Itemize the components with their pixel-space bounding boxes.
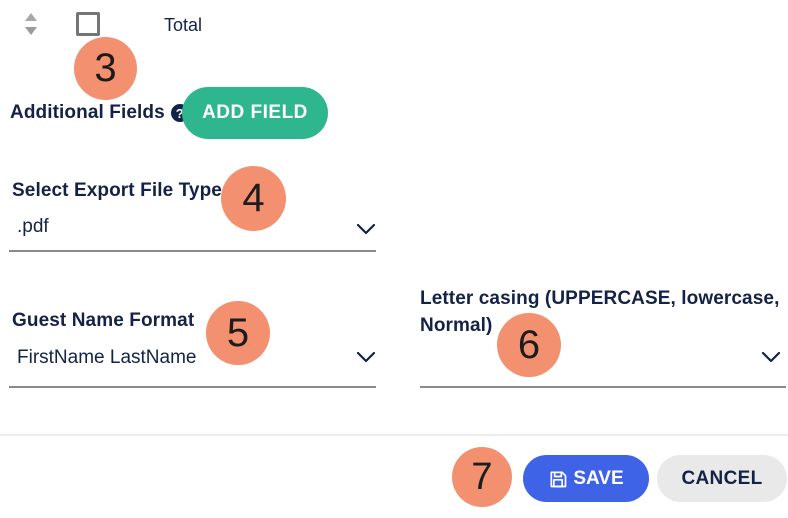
step-number: 7 (471, 455, 493, 498)
letter-casing-underline (420, 386, 786, 388)
step-badge-7: 7 (452, 447, 512, 507)
additional-fields-label: Additional Fields (10, 102, 165, 123)
guest-name-format-underline (9, 386, 376, 388)
chevron-down-icon[interactable] (760, 349, 782, 365)
step-badge-3: 3 (74, 37, 137, 100)
chevron-down-icon[interactable] (355, 221, 377, 237)
additional-fields-row: Additional Fields ? (10, 102, 189, 124)
step-number: 5 (226, 310, 250, 355)
step-badge-6: 6 (497, 313, 561, 377)
guest-name-format-label: Guest Name Format (12, 310, 195, 331)
floppy-disk-icon (548, 469, 568, 489)
step-badge-4: 4 (221, 166, 286, 231)
save-button[interactable]: SAVE (523, 455, 649, 502)
cancel-button[interactable]: CANCEL (657, 455, 787, 502)
guest-name-format-select[interactable]: FirstName LastName (17, 347, 197, 368)
total-column-label: Total (164, 15, 203, 35)
letter-casing-label: Letter casing (UPPERCASE, lowercase, Nor… (420, 288, 780, 336)
add-field-button[interactable]: ADD FIELD (182, 87, 328, 139)
step-number: 6 (517, 322, 541, 367)
footer-divider (0, 434, 788, 436)
save-button-label: SAVE (573, 467, 624, 489)
export-file-type-select[interactable]: .pdf (17, 216, 49, 237)
step-number: 3 (94, 46, 117, 90)
export-file-type-underline (9, 250, 376, 252)
step-number: 4 (242, 176, 265, 220)
cancel-button-label: CANCEL (681, 467, 763, 489)
total-checkbox[interactable] (76, 12, 100, 36)
sort-arrows-icon[interactable] (24, 13, 38, 35)
chevron-down-icon[interactable] (355, 349, 377, 365)
add-field-button-label: ADD FIELD (202, 102, 308, 123)
export-file-type-label: Select Export File Type (12, 180, 222, 201)
step-badge-5: 5 (206, 301, 270, 365)
